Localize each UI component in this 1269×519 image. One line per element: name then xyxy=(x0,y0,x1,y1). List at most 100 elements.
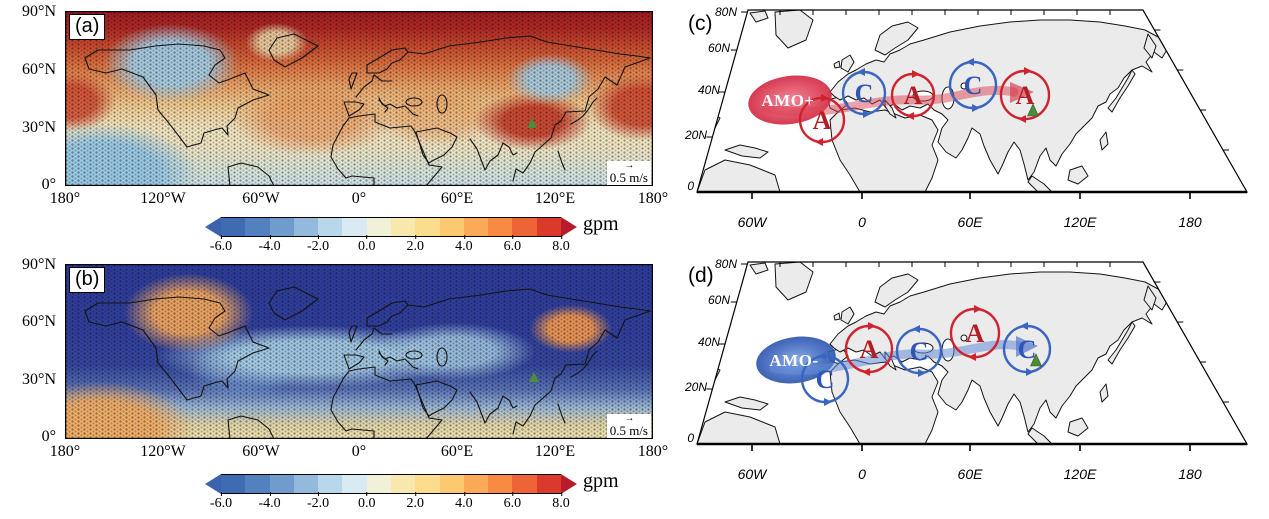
colorbar-tick: 2.0 xyxy=(406,235,425,254)
lat-tick-label: 60°N xyxy=(22,313,56,330)
panel-b-tag: (b) xyxy=(69,267,106,293)
wave-train-arrow xyxy=(769,340,1025,375)
colorbar-tick: 8.0 xyxy=(552,235,570,254)
lat-tick-label: 40N xyxy=(698,83,720,97)
colorbar-tick: 8.0 xyxy=(552,492,570,511)
green-triangle-marker xyxy=(1030,353,1042,367)
lon-tick-label: 180° xyxy=(637,190,669,207)
colorbar-tick: -6.0 xyxy=(209,492,233,511)
lon-tick-label: 60°W xyxy=(242,443,280,460)
lon-tick-label: 60W xyxy=(738,214,769,230)
lon-tick-label: 120E xyxy=(1064,466,1097,482)
colorbar-a-gradient xyxy=(205,217,577,237)
lon-tick-label: 120°E xyxy=(534,443,576,460)
map-b: (b) → 0.5 m/s xyxy=(65,264,653,439)
cell-letter: C xyxy=(855,79,874,108)
lon-tick-label: 0° xyxy=(351,443,367,460)
lon-tick-label: 180° xyxy=(49,443,81,460)
colorbar-tick: -2.0 xyxy=(307,492,330,511)
lat-tick-label: 0 xyxy=(687,431,694,445)
lon-tick-label: 0° xyxy=(351,190,367,207)
colorbar-tick: 0.0 xyxy=(357,235,376,254)
panel-c-tag: (c) xyxy=(688,12,713,35)
colorbar-tick: 2.0 xyxy=(406,492,425,511)
coastlines-b xyxy=(65,264,653,439)
lat-tick-label: 60°N xyxy=(22,61,56,78)
vector-reference-a: → 0.5 m/s xyxy=(606,160,651,186)
wave-train-arrowhead xyxy=(1016,336,1038,357)
cell-letter: C xyxy=(964,71,983,100)
green-triangle-marker xyxy=(529,372,539,382)
lon-tick-label: 60W xyxy=(738,466,769,482)
lon-tick-label: 0 xyxy=(858,466,866,482)
vector-reference-b: → 0.5 m/s xyxy=(606,413,651,439)
lon-tick-label: 180 xyxy=(1178,214,1202,230)
panel-c-axis-labels: 80N 60N 40N 20N 0 60W 0 60E 120E 180 xyxy=(684,5,1202,230)
cell-letter: A xyxy=(966,319,985,348)
colorbar-tick: -4.0 xyxy=(258,235,281,254)
panel-c-schematic: (c) A C A C A AMO+ 80N 60N 40N 20N xyxy=(684,5,1269,230)
colorbar-tick: 6.0 xyxy=(503,492,522,511)
lat-tick-label: 40N xyxy=(698,335,720,349)
vector-reference-label: 0.5 m/s xyxy=(609,423,648,439)
reference-arrow-icon: → xyxy=(624,413,634,425)
lat-tick-label: 20N xyxy=(684,380,707,394)
lon-tick-label: 60E xyxy=(958,214,984,230)
lat-tick-label: 30°N xyxy=(22,119,56,136)
lon-tick-label: 180 xyxy=(1178,466,1202,482)
lon-tick-label: 60E xyxy=(958,466,984,482)
colorbar-tick: 4.0 xyxy=(455,235,473,254)
colorbar-b: -6.0 -4.0 -2.0 0.0 2.0 4.0 6.0 8.0 gpm xyxy=(205,470,619,516)
colorbar-unit-label: gpm xyxy=(583,470,619,492)
colorbar-tick: 4.0 xyxy=(455,492,473,511)
colorbar-b-gradient xyxy=(205,474,577,494)
panel-d-axis-labels: 80N 60N 40N 20N 0 60W 0 60E 120E 180 xyxy=(684,257,1202,482)
cell-letter: A xyxy=(860,335,879,364)
cell-letter: A xyxy=(1016,81,1035,110)
lat-tick-label: 90°N xyxy=(22,3,56,20)
amo-label: AMO- xyxy=(769,351,818,370)
anticyclone-rotation-arrowheads xyxy=(862,305,982,376)
reference-arrow-icon: → xyxy=(624,160,634,172)
lon-tick-label: 120°W xyxy=(140,190,186,207)
anomaly-shading-a xyxy=(65,11,653,186)
colorbar-tick: -2.0 xyxy=(307,235,330,254)
cell-letter: C xyxy=(1018,335,1037,364)
cell-letter: A xyxy=(904,81,923,110)
panel-d-schematic: (d) C A C A C AMO- 80N 60N 40N 20N xyxy=(684,257,1269,482)
amo-label: AMO+ xyxy=(761,91,814,110)
lon-tick-label: 180° xyxy=(637,443,669,460)
lat-tick-label: 90°N xyxy=(22,256,56,273)
lat-tick-label: 80N xyxy=(715,257,737,271)
cell-letter: C xyxy=(910,337,929,366)
colorbar-tick: 0.0 xyxy=(357,492,376,511)
wave-train-arrowhead xyxy=(1010,82,1034,103)
lat-tick-label: 80N xyxy=(715,5,737,19)
lon-tick-label: 60°W xyxy=(242,190,280,207)
lat-tick-label: 60N xyxy=(708,41,730,55)
colorbar-unit-label: gpm xyxy=(583,213,619,235)
coastlines-a xyxy=(65,11,653,186)
lon-tick-label: 60°E xyxy=(440,190,474,207)
colorbar-tick: -4.0 xyxy=(258,492,281,511)
lat-tick-label: 60N xyxy=(708,293,730,307)
green-triangle-marker xyxy=(527,118,537,128)
cyclone-rotation-arrowheads xyxy=(857,58,980,118)
green-triangle-marker xyxy=(1027,103,1039,117)
lon-tick-label: 120°E xyxy=(534,190,576,207)
cyclone-rotation-arrowheads xyxy=(818,322,1034,406)
anticyclone-rotation-arrowheads xyxy=(815,67,1032,146)
wind-vector-texture xyxy=(65,11,653,186)
panel-d-tag: (d) xyxy=(688,264,714,287)
lat-tick-label: 0 xyxy=(687,179,694,193)
vector-reference-label: 0.5 m/s xyxy=(609,170,648,186)
lon-tick-label: 120°W xyxy=(140,443,186,460)
lat-tick-label: 0° xyxy=(41,176,56,193)
wave-train-arrow xyxy=(761,85,1019,117)
lat-tick-label: 30°N xyxy=(22,371,56,388)
lon-tick-label: 180° xyxy=(49,190,81,207)
lon-tick-label: 0 xyxy=(858,214,866,230)
cell-letter: A xyxy=(813,106,832,135)
lat-tick-label: 0° xyxy=(41,428,56,445)
